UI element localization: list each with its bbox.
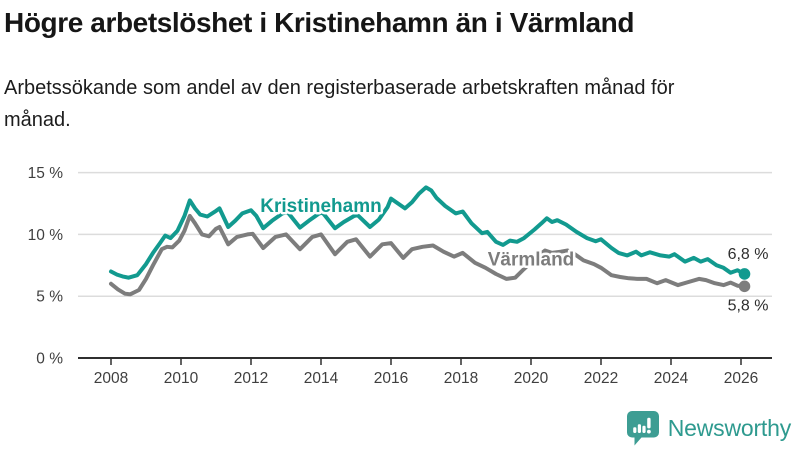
newsworthy-speech-bubble-bar-chart-icon [626,411,659,446]
series-label-varmland: Värmland [488,249,575,270]
end-value-label-kristinehamn: 6,8 % [728,246,769,263]
newsworthy-logo: Newsworthy [626,410,791,446]
y-tick-label: 15 % [28,165,64,182]
series-line-kristinehamn [109,185,747,280]
y-tick-label: 10 % [28,227,64,244]
x-tick-label: 2020 [514,370,549,387]
x-tick-label: 2016 [374,370,408,387]
chart-subtitle: Arbetssökande som andel av den registerb… [4,77,675,131]
x-tick-label: 2026 [724,370,758,387]
newsworthy-logo-text: Newsworthy [667,414,791,441]
x-tick-label: 2024 [654,370,689,387]
x-tick-label: 2008 [94,370,128,387]
series-line-varmland [109,213,747,297]
y-tick-label: 0 % [36,351,63,368]
x-tick-label: 2010 [164,370,199,387]
series-end-dot-kristinehamn [738,268,751,280]
x-tick-label: 2012 [234,370,268,387]
y-tick-label: 5 % [36,289,63,306]
series-end-dot-varmland [738,280,751,293]
series-label-kristinehamn: Kristinehamn [260,196,381,217]
end-value-label-varmland: 5,8 % [728,297,769,314]
x-tick-label: 2014 [304,370,339,387]
x-tick-label: 2018 [444,370,478,387]
page-title: Högre arbetslöshet i Kristinehamn än i V… [4,7,635,38]
x-tick-label: 2022 [584,370,618,387]
